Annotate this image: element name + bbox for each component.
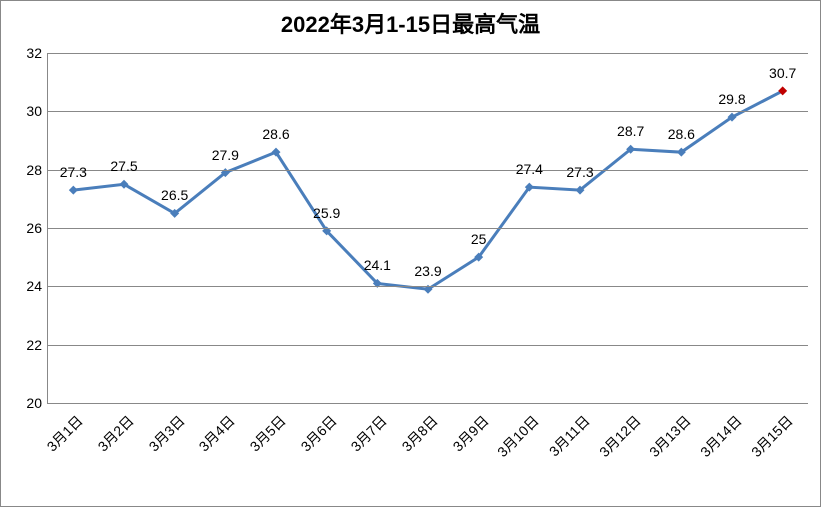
data-label: 27.3 <box>566 164 593 180</box>
y-tick-label: 28 <box>26 162 48 178</box>
y-tick-label: 26 <box>26 220 48 236</box>
data-marker <box>69 186 78 195</box>
chart-container: 2022年3月1-15日最高气温 202224262830323月1日3月2日3… <box>0 0 821 507</box>
data-label: 29.8 <box>718 91 745 107</box>
y-tick-label: 20 <box>26 395 48 411</box>
gridline <box>48 345 808 346</box>
data-label: 28.6 <box>262 126 289 142</box>
gridline <box>48 228 808 229</box>
data-label: 27.4 <box>516 161 543 177</box>
plot-area: 202224262830323月1日3月2日3月3日3月4日3月5日3月6日3月… <box>47 53 808 404</box>
gridline <box>48 170 808 171</box>
data-label: 23.9 <box>414 263 441 279</box>
data-label: 30.7 <box>769 65 796 81</box>
gridline <box>48 286 808 287</box>
data-label: 28.7 <box>617 123 644 139</box>
data-label: 24.1 <box>364 257 391 273</box>
data-label: 25.9 <box>313 205 340 221</box>
chart-title: 2022年3月1-15日最高气温 <box>1 7 820 39</box>
y-tick-label: 30 <box>26 103 48 119</box>
gridline <box>48 111 808 112</box>
gridline <box>48 53 808 54</box>
data-label: 27.3 <box>60 164 87 180</box>
y-tick-label: 32 <box>26 45 48 61</box>
data-label: 28.6 <box>668 126 695 142</box>
y-tick-label: 24 <box>26 278 48 294</box>
data-label: 27.5 <box>110 158 137 174</box>
data-label: 25 <box>471 231 487 247</box>
data-label: 26.5 <box>161 187 188 203</box>
data-label: 27.9 <box>212 147 239 163</box>
y-tick-label: 22 <box>26 337 48 353</box>
